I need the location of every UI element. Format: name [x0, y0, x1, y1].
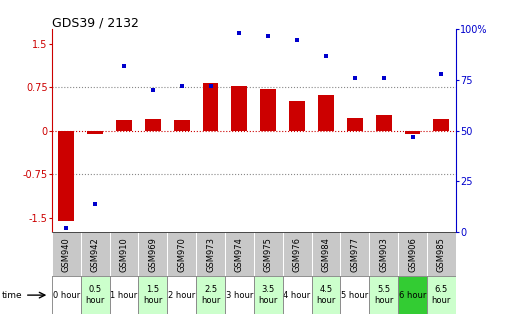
Text: GSM940: GSM940 — [62, 237, 71, 272]
Bar — [138, 276, 167, 314]
Bar — [261, 89, 276, 131]
Bar — [59, 131, 74, 221]
Bar — [434, 119, 449, 131]
Text: GSM977: GSM977 — [350, 237, 359, 272]
Bar — [225, 232, 254, 276]
Text: GSM975: GSM975 — [264, 237, 273, 272]
Bar — [283, 232, 311, 276]
Bar — [369, 232, 398, 276]
Text: GSM976: GSM976 — [293, 237, 301, 272]
Text: 5 hour: 5 hour — [341, 291, 368, 300]
Point — [437, 71, 445, 77]
Bar — [376, 114, 392, 131]
Text: 0 hour: 0 hour — [53, 291, 80, 300]
Text: 0.5
hour: 0.5 hour — [85, 285, 105, 305]
Text: 3 hour: 3 hour — [226, 291, 253, 300]
Point — [293, 37, 301, 42]
Text: GSM970: GSM970 — [177, 237, 186, 272]
Bar — [254, 276, 283, 314]
Bar — [109, 232, 138, 276]
Bar — [398, 276, 427, 314]
Text: 3.5
hour: 3.5 hour — [258, 285, 278, 305]
Bar — [427, 276, 456, 314]
Bar — [283, 276, 311, 314]
Point — [235, 31, 243, 36]
Bar — [289, 101, 305, 131]
Text: 6 hour: 6 hour — [399, 291, 426, 300]
Bar — [311, 276, 340, 314]
Point — [62, 226, 70, 231]
Text: 2.5
hour: 2.5 hour — [201, 285, 220, 305]
Bar — [81, 276, 109, 314]
Text: GSM910: GSM910 — [120, 237, 128, 272]
Bar — [203, 83, 219, 131]
Bar — [167, 276, 196, 314]
Point — [91, 201, 99, 206]
Bar — [174, 120, 190, 131]
Bar — [311, 232, 340, 276]
Bar — [116, 120, 132, 131]
Bar — [145, 119, 161, 131]
Bar — [81, 232, 109, 276]
Point — [120, 63, 128, 69]
Text: GSM906: GSM906 — [408, 237, 417, 272]
Point — [322, 53, 330, 59]
Point — [351, 76, 359, 81]
Bar — [398, 232, 427, 276]
Text: 6.5
hour: 6.5 hour — [431, 285, 451, 305]
Text: 4 hour: 4 hour — [283, 291, 311, 300]
Bar — [225, 276, 254, 314]
Point — [206, 84, 214, 89]
Text: 2 hour: 2 hour — [168, 291, 195, 300]
Text: GSM903: GSM903 — [379, 237, 388, 272]
Text: GDS39 / 2132: GDS39 / 2132 — [52, 16, 139, 29]
Bar — [196, 276, 225, 314]
Text: GSM985: GSM985 — [437, 237, 446, 272]
Bar — [109, 276, 138, 314]
Bar — [347, 118, 363, 131]
Bar — [340, 276, 369, 314]
Text: GSM974: GSM974 — [235, 237, 244, 272]
Bar — [369, 276, 398, 314]
Point — [149, 88, 157, 93]
Point — [178, 84, 186, 89]
Bar — [52, 232, 81, 276]
Bar — [52, 276, 81, 314]
Text: GSM973: GSM973 — [206, 237, 215, 272]
Text: 1 hour: 1 hour — [110, 291, 138, 300]
Text: 5.5
hour: 5.5 hour — [374, 285, 393, 305]
Bar — [405, 131, 421, 134]
Point — [408, 134, 416, 140]
Bar — [340, 232, 369, 276]
Text: GSM984: GSM984 — [322, 237, 330, 272]
Point — [380, 76, 388, 81]
Bar — [196, 232, 225, 276]
Text: GSM969: GSM969 — [148, 237, 157, 272]
Point — [264, 33, 272, 38]
Text: 4.5
hour: 4.5 hour — [316, 285, 336, 305]
Text: 1.5
hour: 1.5 hour — [143, 285, 163, 305]
Bar — [318, 95, 334, 131]
Text: GSM942: GSM942 — [91, 237, 99, 272]
Bar — [232, 86, 247, 131]
Bar — [87, 131, 103, 134]
Bar — [138, 232, 167, 276]
Bar — [167, 232, 196, 276]
Bar — [254, 232, 283, 276]
Bar — [427, 232, 456, 276]
Text: time: time — [2, 291, 22, 300]
